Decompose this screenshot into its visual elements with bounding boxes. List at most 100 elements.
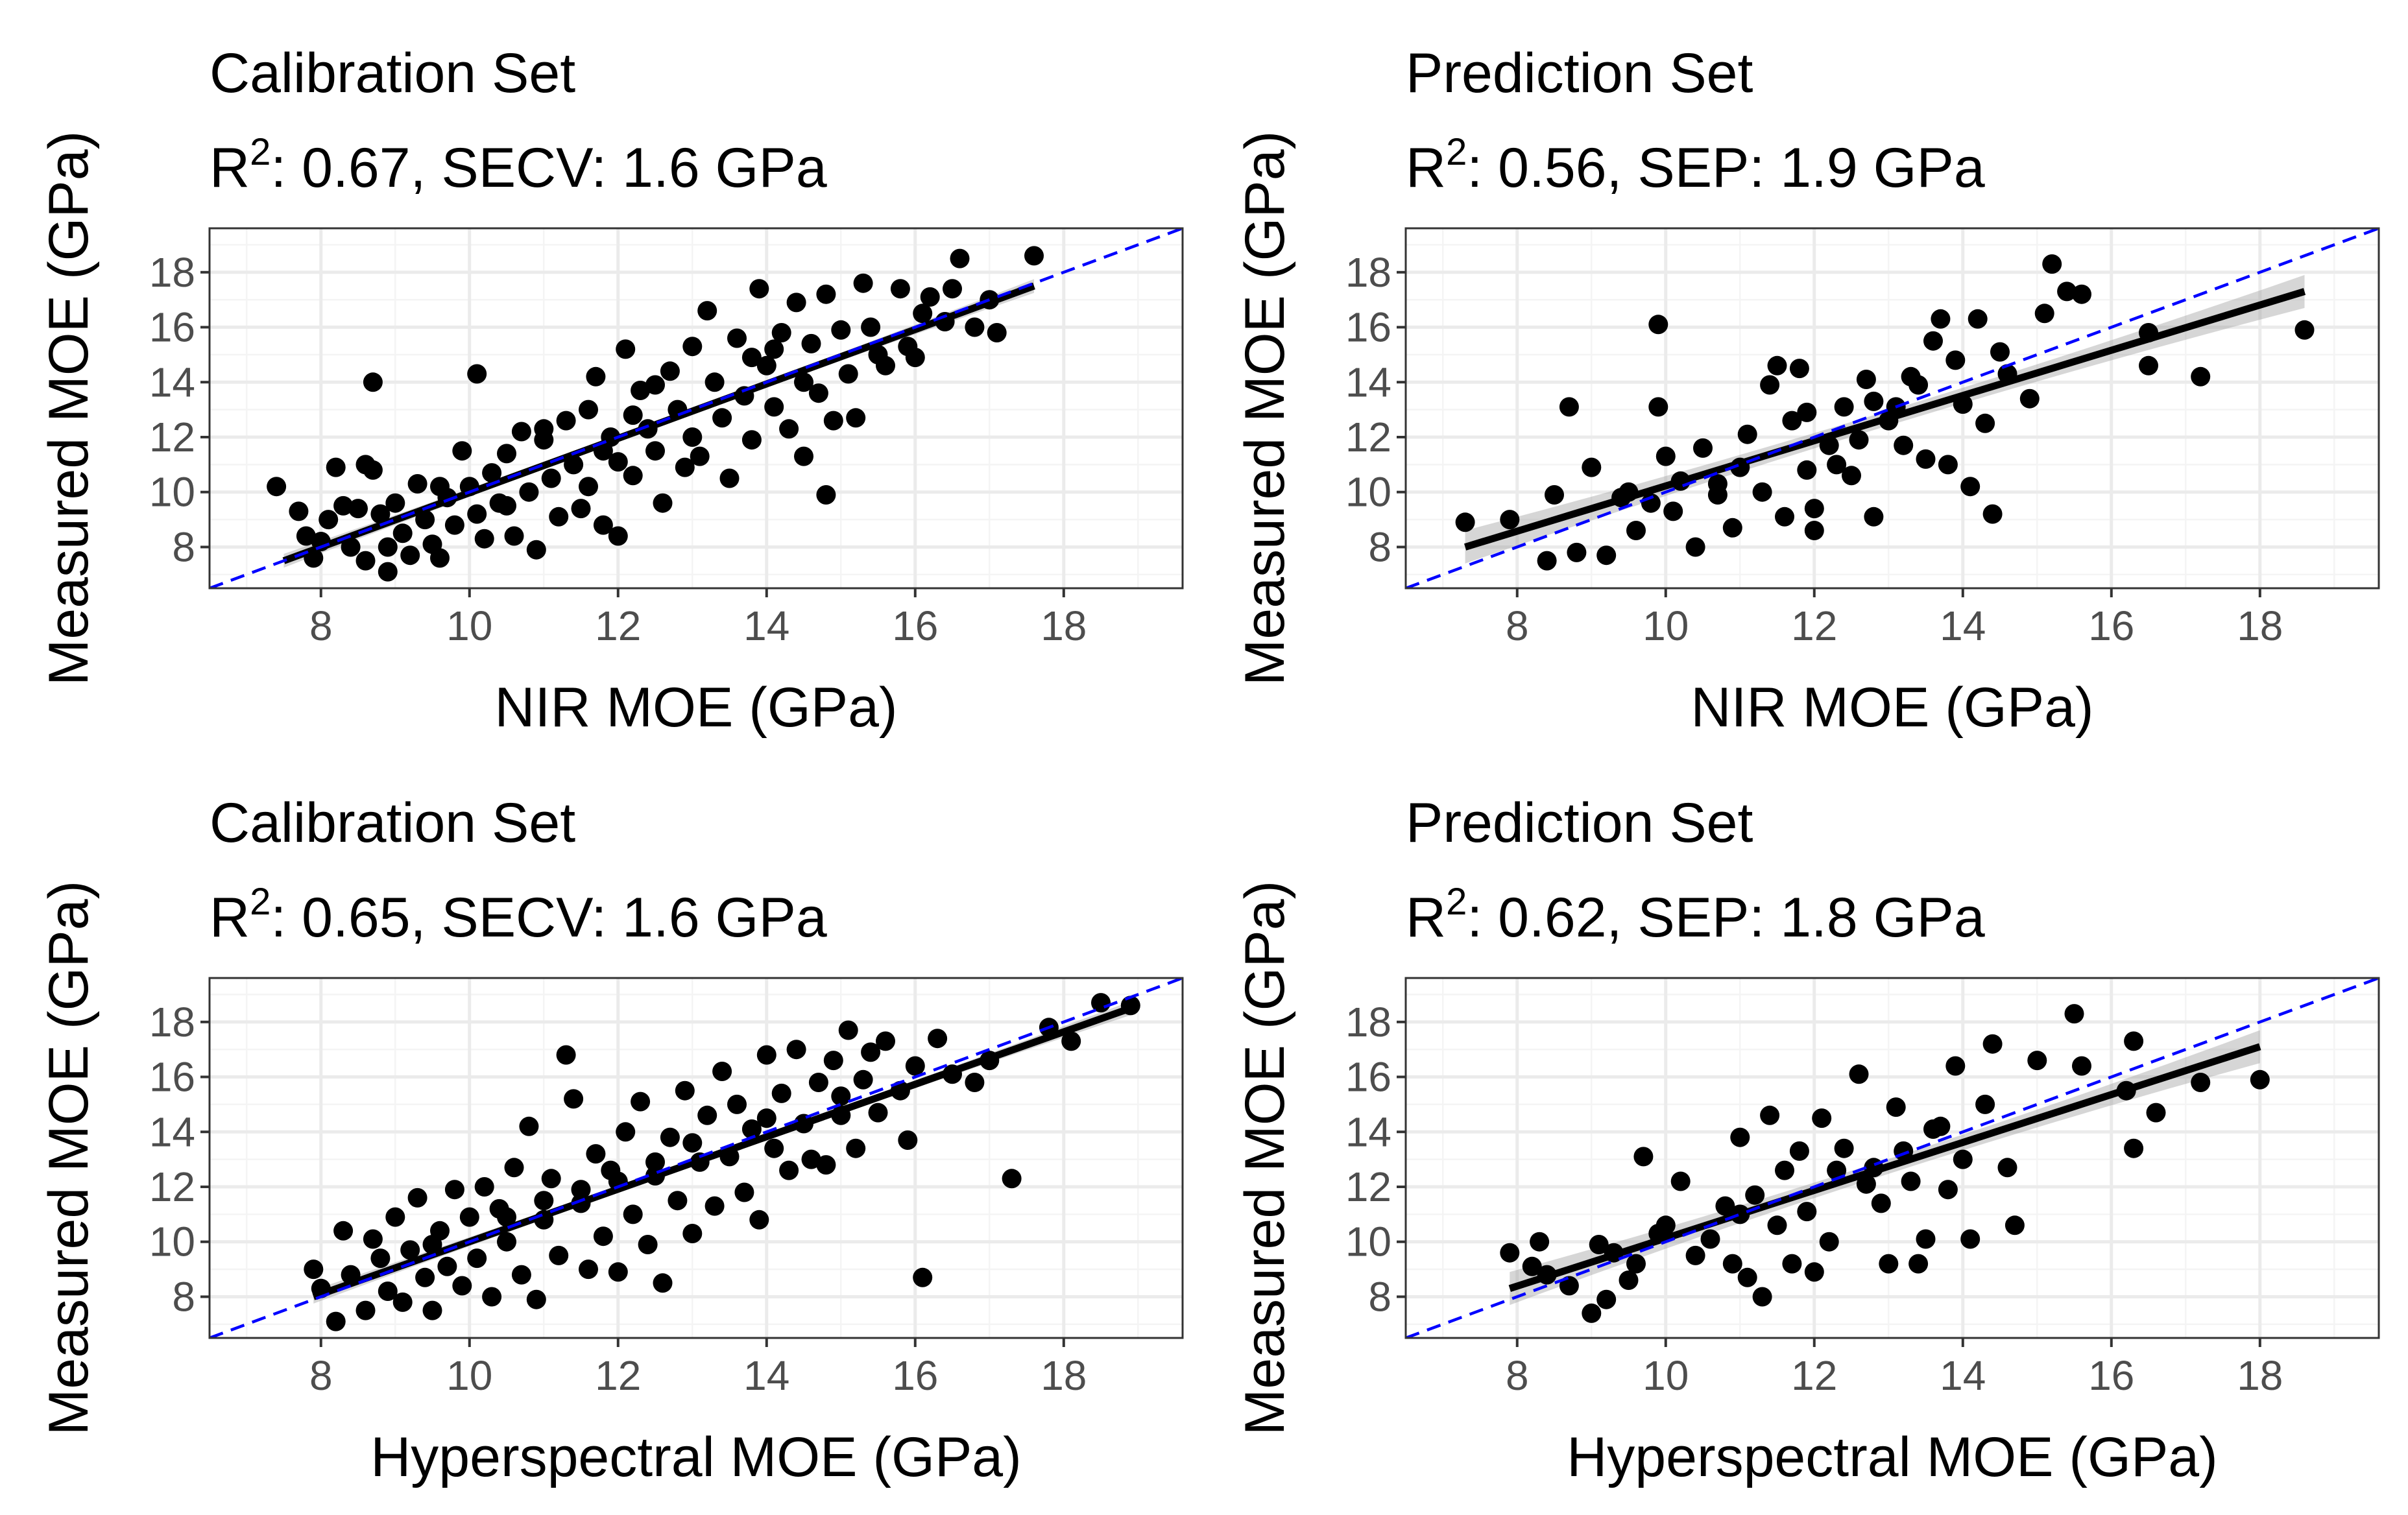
data-point bbox=[541, 1169, 561, 1189]
data-point bbox=[289, 501, 309, 521]
data-point bbox=[1960, 1229, 1981, 1249]
data-point bbox=[1842, 466, 1861, 486]
data-point bbox=[593, 1226, 613, 1247]
data-point bbox=[764, 397, 784, 417]
data-point bbox=[631, 381, 651, 400]
data-point bbox=[326, 1311, 346, 1331]
data-point bbox=[385, 1207, 405, 1227]
data-point bbox=[1775, 507, 1794, 527]
panel-title: Calibration Set bbox=[210, 792, 575, 854]
data-point bbox=[556, 411, 576, 431]
data-point bbox=[682, 427, 703, 447]
y-tick-label: 12 bbox=[1345, 414, 1391, 460]
data-point bbox=[1567, 542, 1587, 562]
data-point bbox=[734, 1182, 754, 1202]
data-point bbox=[1812, 1108, 1832, 1128]
data-point bbox=[341, 537, 361, 557]
x-tick-label: 18 bbox=[1041, 1352, 1087, 1399]
y-tick-label: 14 bbox=[1345, 1108, 1391, 1155]
x-tick-label: 16 bbox=[892, 602, 938, 649]
chart-panel-4: 8 10 12 14 16 18 8 10 12 14 16 18 Prediction Set R2: … bbox=[1234, 792, 2380, 1488]
y-tick-label: 10 bbox=[149, 1219, 195, 1265]
data-point bbox=[890, 279, 910, 299]
data-point bbox=[1693, 438, 1713, 458]
data-point bbox=[385, 493, 405, 513]
data-point bbox=[526, 1289, 546, 1309]
data-point bbox=[905, 348, 925, 368]
plot-frame bbox=[1404, 977, 2380, 1339]
data-point bbox=[497, 495, 516, 516]
data-point bbox=[2072, 284, 2091, 304]
data-point bbox=[794, 372, 813, 392]
data-point bbox=[1715, 1196, 1735, 1216]
data-point bbox=[876, 1031, 895, 1051]
data-point bbox=[474, 529, 494, 549]
data-point bbox=[616, 339, 636, 359]
panel-subtitle: R2: 0.62, SEP: 1.8 GPa bbox=[1406, 881, 1985, 949]
data-point bbox=[1537, 551, 1557, 571]
panel-title: Prediction Set bbox=[1406, 792, 1753, 854]
data-point bbox=[497, 444, 516, 464]
data-point bbox=[579, 1259, 598, 1280]
data-point bbox=[623, 466, 643, 486]
data-point bbox=[2191, 1073, 2211, 1092]
data-point bbox=[1856, 1174, 1876, 1194]
data-point bbox=[682, 1133, 703, 1153]
panel-subtitle: R2: 0.65, SECV: 1.6 GPa bbox=[210, 881, 827, 949]
data-point bbox=[593, 515, 613, 535]
data-point bbox=[1589, 1235, 1609, 1254]
data-point bbox=[296, 526, 316, 546]
data-point bbox=[756, 1108, 777, 1128]
data-point bbox=[1648, 397, 1668, 417]
data-point bbox=[645, 1152, 665, 1172]
data-point bbox=[482, 463, 502, 483]
data-point bbox=[1582, 1303, 1602, 1323]
x-tick-label: 16 bbox=[2088, 602, 2134, 649]
data-point bbox=[1894, 435, 1914, 455]
panel-title: Calibration Set bbox=[210, 42, 575, 104]
x-tick-label: 18 bbox=[2237, 1352, 2283, 1399]
data-point bbox=[1797, 460, 1817, 480]
data-point bbox=[1619, 1270, 1639, 1290]
data-point bbox=[1945, 350, 1966, 370]
panel-subtitle: R2: 0.56, SEP: 1.9 GPa bbox=[1406, 131, 1985, 199]
data-point bbox=[1931, 1116, 1951, 1136]
identity-line bbox=[210, 978, 1183, 1338]
data-point bbox=[549, 507, 569, 527]
data-point bbox=[1596, 545, 1617, 566]
data-point bbox=[1500, 510, 1520, 530]
y-tick-label: 12 bbox=[149, 414, 195, 460]
chart-panel-2: 8 10 12 14 16 18 8 10 12 14 16 18 Prediction Set R2: … bbox=[1234, 42, 2380, 739]
data-point bbox=[415, 1267, 435, 1287]
data-point bbox=[1596, 1289, 1617, 1309]
data-point bbox=[1990, 342, 2010, 362]
data-point bbox=[1767, 355, 1787, 376]
data-point bbox=[1931, 309, 1951, 329]
data-point bbox=[920, 287, 940, 307]
y-tick-label: 8 bbox=[172, 1273, 195, 1320]
data-point bbox=[682, 1224, 703, 1243]
x-tick-label: 14 bbox=[743, 1352, 789, 1399]
scatter-points bbox=[267, 246, 1044, 582]
data-point bbox=[556, 1045, 576, 1065]
data-point bbox=[1685, 537, 1705, 557]
data-point bbox=[467, 504, 487, 524]
data-point bbox=[660, 361, 680, 381]
data-point bbox=[608, 452, 628, 472]
data-point bbox=[1700, 1229, 1720, 1249]
data-point bbox=[816, 1155, 836, 1175]
data-point bbox=[1827, 455, 1847, 475]
data-point bbox=[853, 1069, 873, 1090]
y-tick-label: 16 bbox=[1345, 304, 1391, 351]
data-layer bbox=[210, 228, 1183, 588]
data-point bbox=[467, 1248, 487, 1269]
data-point bbox=[564, 1089, 584, 1109]
data-point bbox=[682, 337, 703, 357]
data-point bbox=[668, 1191, 688, 1211]
data-layer bbox=[1406, 228, 2379, 588]
data-point bbox=[392, 523, 413, 543]
data-point bbox=[1633, 1147, 1654, 1167]
data-point bbox=[1002, 1169, 1022, 1189]
scatter-points bbox=[304, 993, 1140, 1331]
